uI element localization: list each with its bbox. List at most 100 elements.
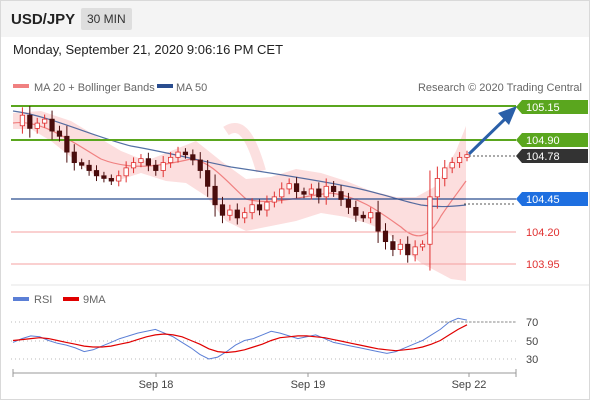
projection-arrow-head	[498, 106, 517, 125]
candle-body	[182, 151, 189, 156]
candle-body	[19, 114, 26, 127]
candle-body	[205, 170, 211, 187]
ma20-legend-label: MA 20 + Bollinger Bands	[34, 82, 155, 94]
level-label-104-90: 104.90	[516, 133, 588, 147]
svg-text:104.90: 104.90	[526, 135, 560, 147]
rsi-tick-50: 50	[526, 336, 538, 348]
level-label-103-95: 103.95	[526, 259, 560, 271]
candle-body	[412, 246, 418, 256]
candle-body	[234, 209, 240, 219]
candle-body	[331, 185, 337, 192]
candle-body	[168, 156, 174, 164]
rsi-legend-label: RSI	[34, 294, 52, 306]
candle-body	[219, 204, 226, 216]
candle-body	[145, 158, 151, 166]
candle-body	[34, 122, 40, 129]
candle-body	[93, 170, 100, 177]
candle-body	[130, 162, 137, 169]
candle-body	[123, 167, 129, 177]
candle-body	[338, 191, 344, 200]
candle-body	[42, 118, 48, 124]
timeframe-badge[interactable]: 30 MIN	[81, 8, 132, 30]
candle-body	[86, 164, 92, 171]
candle-body	[79, 162, 85, 166]
level-label-104-78: 104.78	[516, 149, 588, 163]
candle-body	[405, 243, 411, 256]
svg-text:105.15: 105.15	[526, 102, 560, 114]
ma50-legend-swatch	[157, 84, 173, 88]
level-label-104-20: 104.20	[526, 227, 560, 239]
ma9-legend-swatch	[63, 297, 79, 301]
candle-body	[160, 162, 166, 171]
rsi-tick-30: 30	[526, 354, 538, 366]
candle-body	[138, 158, 144, 164]
candle-body	[390, 241, 396, 250]
candle-body	[271, 196, 277, 203]
candle-body	[353, 206, 359, 216]
level-label-104-45: 104.45	[516, 192, 588, 206]
candle-body	[242, 212, 248, 219]
candle-body	[286, 183, 292, 190]
candle-body	[293, 183, 300, 192]
ma20-legend-swatch	[13, 84, 29, 88]
price-candles	[19, 106, 470, 271]
x-tick-sep18: Sep 18	[139, 379, 174, 391]
candle-body	[442, 167, 448, 179]
ma50-legend-label: MA 50	[176, 82, 207, 94]
candle-body	[382, 230, 389, 243]
candle-body	[323, 185, 329, 198]
candle-body	[249, 204, 255, 214]
candle-body	[190, 154, 196, 161]
candle-body	[49, 118, 55, 132]
candle-body	[108, 178, 114, 182]
candle-body	[345, 199, 352, 208]
candle-body	[360, 214, 366, 219]
candle-body	[256, 204, 263, 211]
candle-body	[175, 151, 181, 158]
candle-body	[101, 175, 107, 179]
ma9-legend-label: 9MA	[83, 294, 106, 306]
candle-body	[375, 212, 381, 232]
candle-body	[308, 188, 314, 195]
bollinger-band-area	[13, 111, 466, 281]
chart-header: USD/JPY 30 MIN	[1, 1, 589, 37]
ma50-line	[12, 110, 467, 208]
level-label-105-15: 105.15	[516, 100, 588, 114]
rsi-tick-70: 70	[526, 317, 538, 329]
candle-body	[279, 188, 285, 198]
candle-body	[419, 243, 426, 248]
rsi-line	[12, 317, 468, 360]
bollinger-band-bulge	[223, 123, 266, 173]
candle-body	[116, 175, 122, 182]
candle-body	[301, 191, 307, 195]
candle-body	[464, 154, 470, 158]
projection-arrow-shaft	[467, 116, 508, 156]
research-credit: Research © 2020 Trading Central	[418, 82, 582, 94]
candle-body	[434, 178, 440, 198]
candle-body	[153, 164, 159, 171]
x-tick-sep22: Sep 22	[452, 379, 487, 391]
candle-body	[71, 151, 77, 164]
svg-text:104.78: 104.78	[526, 151, 560, 163]
candle-body	[316, 188, 322, 198]
svg-text:104.45: 104.45	[526, 194, 560, 206]
candle-body	[227, 209, 233, 216]
candle-body	[64, 135, 70, 153]
candle-body	[397, 243, 403, 250]
chart-datetime: Monday, September 21, 2020 9:06:16 PM CE…	[13, 42, 284, 57]
candle-body	[449, 162, 455, 169]
x-tick-sep19: Sep 19	[291, 379, 326, 391]
candle-body	[427, 196, 433, 245]
candle-body	[368, 212, 374, 219]
rsi-ma9-line	[12, 324, 468, 354]
candle-body	[56, 130, 63, 137]
candle-body	[264, 201, 270, 211]
candle-body	[212, 185, 218, 206]
candle-body	[27, 114, 33, 129]
rsi-legend-swatch	[13, 297, 29, 301]
candle-body	[197, 159, 203, 171]
candle-body	[456, 156, 463, 164]
symbol-title: USD/JPY	[11, 11, 76, 28]
